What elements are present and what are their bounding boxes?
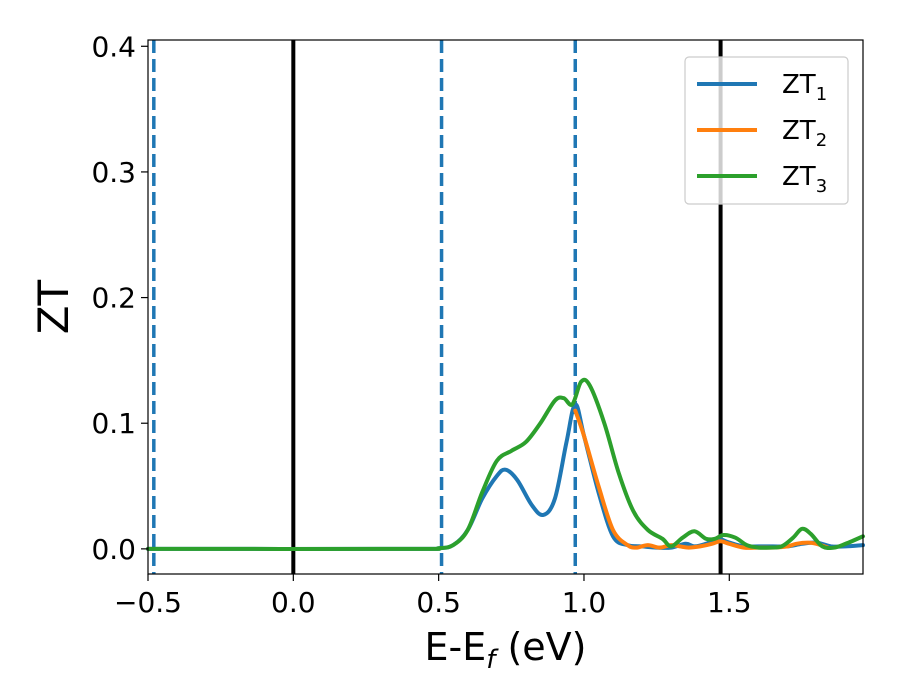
legend-box bbox=[684, 56, 849, 205]
x-tick-label: 0.0 bbox=[271, 586, 316, 619]
y-tick-label: 0.4 bbox=[91, 30, 136, 63]
x-axis-label-suffix: (eV) bbox=[495, 625, 586, 669]
y-tick-label: 0.2 bbox=[91, 282, 136, 315]
legend: ZT1 ZT2 ZT3 bbox=[684, 56, 849, 205]
legend-label-zt2: ZT2 bbox=[782, 116, 827, 151]
y-axis-ticks: 0.0 0.1 0.2 0.3 0.4 bbox=[91, 30, 148, 566]
series-line-zt2 bbox=[573, 408, 831, 550]
series-line-zt1 bbox=[146, 402, 865, 551]
x-axis-ticks: −0.5 0.0 0.5 1.0 1.5 bbox=[114, 574, 752, 619]
y-tick-label: 0.0 bbox=[91, 533, 136, 566]
x-tick-label: 1.5 bbox=[707, 586, 752, 619]
plot-frame bbox=[147, 39, 864, 575]
x-tick-label: 1.0 bbox=[562, 586, 607, 619]
y-tick-label: 0.1 bbox=[91, 407, 136, 440]
x-tick-label: −0.5 bbox=[114, 586, 182, 619]
x-axis-label-main: E-E bbox=[425, 625, 487, 669]
legend-items: ZT1 ZT2 ZT3 bbox=[697, 70, 827, 197]
legend-label-zt3: ZT3 bbox=[782, 162, 827, 197]
y-tick-label: 0.3 bbox=[91, 156, 136, 189]
y-axis-label: ZT bbox=[29, 279, 78, 334]
x-axis-label: E-Ef (eV) bbox=[425, 625, 587, 675]
series-lines bbox=[146, 377, 865, 551]
legend-label-zt1: ZT1 bbox=[782, 70, 827, 105]
vertical-lines bbox=[152, 40, 723, 574]
series-line-zt3 bbox=[146, 377, 865, 551]
x-tick-label: 0.5 bbox=[416, 586, 461, 619]
